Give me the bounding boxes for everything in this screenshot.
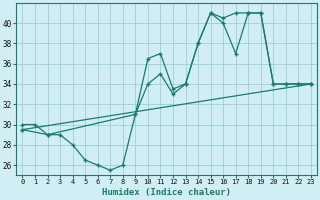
X-axis label: Humidex (Indice chaleur): Humidex (Indice chaleur) (102, 188, 231, 197)
